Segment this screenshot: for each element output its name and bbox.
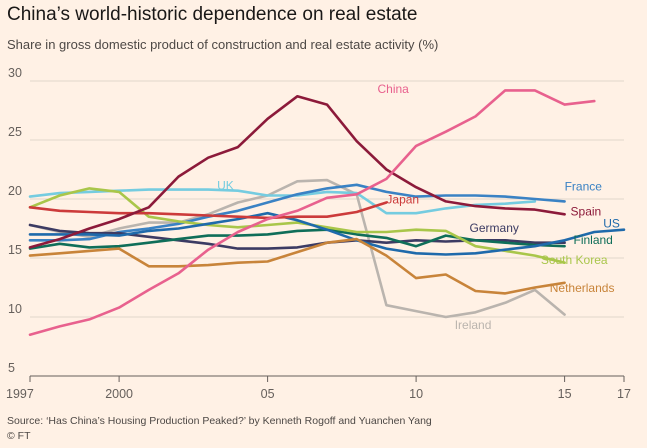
series-label-japan: Japan <box>386 193 419 207</box>
x-tick-label: 1997 <box>6 387 34 401</box>
x-tick-label: 17 <box>617 387 631 401</box>
x-tick-label: 10 <box>409 387 423 401</box>
series-label-france: France <box>565 180 603 194</box>
y-tick-label: 5 <box>8 361 15 375</box>
series-line-us <box>28 211 626 256</box>
x-tick-label: 2000 <box>105 387 133 401</box>
x-tick-labels: 1997 2000 05 10 15 17 <box>6 387 631 401</box>
y-tick-label: 10 <box>8 302 22 316</box>
series-labels: Ireland UK France Germany Finland South Korea… <box>217 82 620 332</box>
series-label-south-korea: South Korea <box>541 253 608 267</box>
y-tick-label: 30 <box>8 66 22 80</box>
series-label-ireland: Ireland <box>455 318 492 332</box>
series-line-uk <box>28 188 537 215</box>
series-label-uk: UK <box>217 179 234 193</box>
y-tick-label: 20 <box>8 184 22 198</box>
series-label-us: US <box>603 216 620 230</box>
chart-title: China’s world-historic dependence on rea… <box>7 4 418 25</box>
chart-subtitle: Share in gross domestic product of const… <box>7 37 439 52</box>
series-label-spain: Spain <box>571 205 602 219</box>
series-line-china <box>28 89 596 336</box>
series-label-finland: Finland <box>574 233 613 247</box>
y-tick-label: 15 <box>8 243 22 257</box>
series-line-ireland <box>28 178 566 319</box>
series-label-china: China <box>377 82 409 96</box>
x-tick-label: 05 <box>261 387 275 401</box>
y-tick-label: 25 <box>8 125 22 139</box>
series-line-japan <box>28 201 388 220</box>
x-tick-label: 15 <box>558 387 572 401</box>
series-lines <box>28 89 626 336</box>
series-label-netherlands: Netherlands <box>550 281 615 295</box>
series-line-finland <box>28 228 566 250</box>
series-label-germany: Germany <box>470 221 519 235</box>
y-tick-labels: 5 10 15 20 25 30 <box>8 66 22 375</box>
series-line-spain <box>28 95 566 249</box>
ft-credit: © FT <box>7 430 31 442</box>
series-line-netherlands <box>28 237 566 295</box>
source-note: Source: ‘Has China’s Housing Production … <box>7 415 432 427</box>
series-line-south-korea <box>28 187 566 264</box>
